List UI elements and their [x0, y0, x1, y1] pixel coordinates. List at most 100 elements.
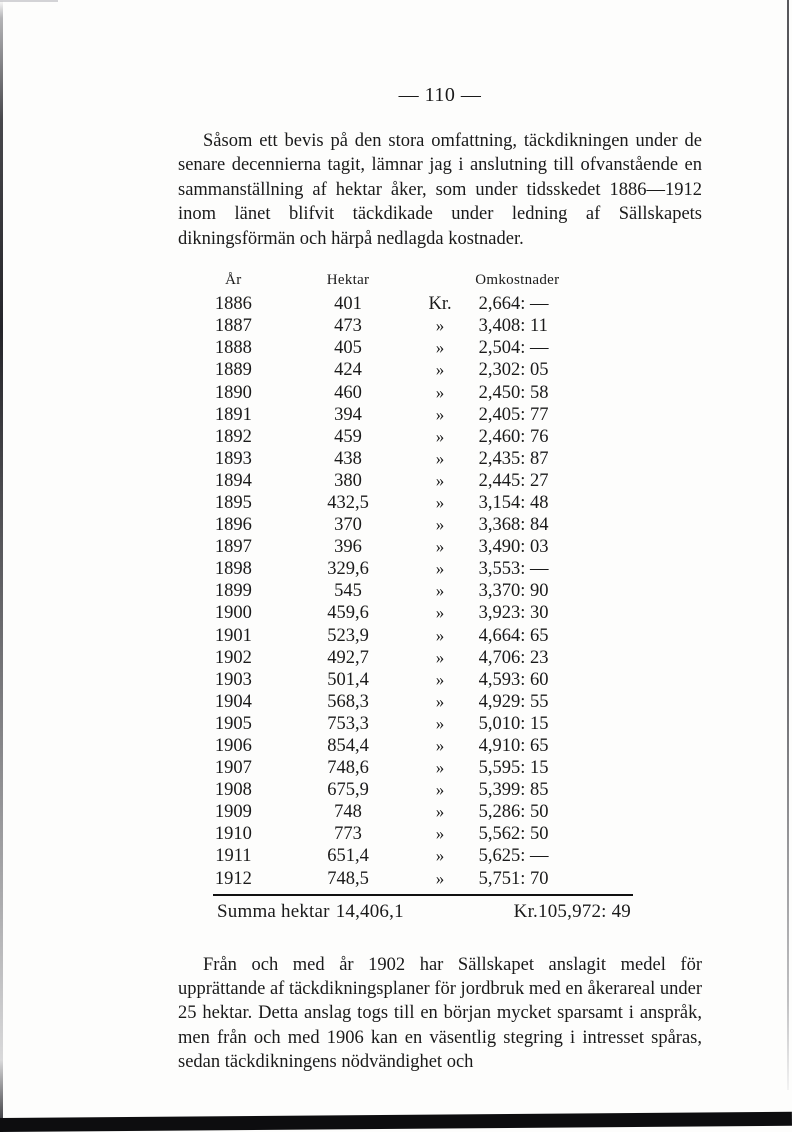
cell-currency-mark: »: [435, 448, 445, 468]
cell-hectare: 651,4: [327, 846, 369, 867]
table-row: 1891 394 » 2,405: 77: [178, 404, 702, 426]
cell-year: 1894: [214, 470, 252, 491]
cell-year: 1886: [214, 294, 252, 315]
table-body: 1886 401 Kr. 2,664: — 1887 473 » 3,408: 11 1888 4…: [178, 294, 702, 890]
cell-amount: 2,460: 76: [478, 426, 549, 447]
cell-amount: 4,929: 55: [478, 691, 549, 712]
table-row: 1909 748 » 5,286: 50: [178, 801, 702, 823]
cell-year: 1902: [214, 647, 252, 668]
table-row: 1899 545 » 3,370: 90: [178, 580, 702, 602]
cell-year: 1901: [214, 625, 252, 646]
cell-spacer: [627, 382, 702, 404]
cell-currency-mark: »: [435, 758, 445, 778]
cell-currency-mark: »: [435, 647, 445, 667]
cell-currency-mark: »: [435, 868, 445, 888]
table-row: 1903 501,4 » 4,593: 60: [178, 669, 702, 691]
cell-spacer: [627, 492, 702, 514]
cell-amount: 3,923: 30: [478, 603, 549, 624]
cell-hectare: 753,3: [327, 713, 369, 734]
cell-currency-mark: »: [435, 625, 445, 645]
cell-spacer: [627, 315, 702, 337]
cell-hectare: 748,5: [327, 868, 369, 889]
table-row: 1906 854,4 » 4,910: 65: [178, 735, 702, 757]
cell-hectare: 432,5: [327, 492, 369, 513]
scan-edge-top: [0, 0, 58, 2]
cell-currency-mark: »: [435, 736, 445, 755]
intro-paragraph: Såsom ett bevis på den stora omfattning,…: [178, 129, 702, 251]
cell-currency-mark: »: [435, 492, 445, 512]
column-header-spacer: [627, 270, 702, 294]
cell-hectare: 854,4: [327, 736, 369, 756]
intro-paragraph-text: Såsom ett bevis på den stora omfattning,…: [178, 131, 702, 249]
cell-currency-mark: »: [435, 691, 445, 711]
cell-spacer: [627, 691, 702, 713]
cell-amount: 2,435: 87: [478, 448, 549, 469]
table-row: 1900 459,6 » 3,923: 30: [178, 602, 702, 624]
cell-spacer: [627, 359, 702, 381]
cell-amount: 4,664: 65: [478, 625, 549, 646]
table-row: 1892 459 » 2,460: 76: [178, 426, 702, 448]
cell-spacer: [627, 337, 702, 359]
cell-amount: 3,368: 84: [478, 515, 549, 536]
cell-amount: 3,370: 90: [478, 581, 549, 602]
cell-amount: 5,625: —: [478, 846, 549, 867]
summary-row: Summa hektar 14,406,1 Kr.105,972: 49: [213, 896, 633, 923]
cell-currency-mark: »: [435, 846, 445, 866]
table-row: 1886 401 Kr. 2,664: —: [178, 294, 702, 315]
table-row: 1895 432,5 » 3,154: 48: [178, 492, 702, 514]
cell-year: 1911: [215, 846, 252, 867]
summary-rule: [213, 893, 633, 896]
table-row: 1912 748,5 » 5,751: 70: [178, 868, 702, 890]
cell-currency-mark: »: [435, 559, 445, 579]
cell-hectare: 396: [334, 537, 362, 558]
table-row: 1902 492,7 » 4,706: 23: [178, 647, 702, 669]
table-row: 1904 568,3 » 4,929: 55: [178, 691, 702, 713]
cell-spacer: [627, 735, 702, 757]
cell-hectare: 523,9: [327, 625, 369, 646]
drainage-table-wrapper: År Hektar Omkostnader 1886 401 Kr. 2,664: —…: [178, 270, 702, 923]
cell-spacer: [627, 647, 702, 669]
cell-spacer: [627, 845, 702, 867]
table-row: 1911 651,4 » 5,625: —: [178, 845, 702, 867]
cell-hectare: 492,7: [327, 647, 369, 668]
column-header-year: År: [225, 272, 242, 289]
cell-currency-mark: Kr.: [428, 294, 452, 315]
cell-spacer: [627, 868, 702, 890]
scan-edge-left: [0, 0, 3, 1132]
cell-hectare: 545: [334, 581, 362, 602]
cell-hectare: 405: [334, 338, 362, 359]
cell-year: 1908: [214, 780, 252, 801]
cell-year: 1910: [214, 824, 252, 845]
cell-hectare: 401: [334, 294, 362, 315]
summary-left: Summa hektar 14,406,1: [213, 901, 404, 923]
cell-spacer: [627, 558, 702, 580]
summary-cost-total: 105,972: 49: [538, 900, 631, 922]
cell-spacer: [627, 602, 702, 624]
cell-amount: 5,286: 50: [478, 802, 549, 823]
cell-currency-mark: »: [435, 382, 445, 402]
tail-paragraph-text: Från och med år 1902 har Sällskapet ansl…: [178, 954, 702, 1073]
cell-currency-mark: »: [435, 780, 445, 800]
cell-currency-mark: »: [435, 426, 445, 446]
table-row: 1893 438 » 2,435: 87: [178, 448, 702, 470]
cell-year: 1893: [214, 448, 252, 469]
cell-currency-mark: »: [435, 603, 445, 623]
cell-spacer: [627, 536, 702, 558]
cell-amount: 2,445: 27: [478, 470, 549, 491]
table-row: 1905 753,3 » 5,010: 15: [178, 713, 702, 735]
cell-amount: 3,553: —: [478, 559, 549, 580]
table-row: 1889 424 » 2,302: 05: [178, 359, 702, 381]
cell-year: 1906: [214, 736, 252, 756]
cell-year: 1907: [214, 758, 252, 779]
summary-currency: Kr.: [513, 900, 539, 922]
cell-hectare: 501,4: [327, 669, 369, 690]
cell-amount: 3,154: 48: [478, 492, 549, 513]
cell-year: 1912: [214, 868, 252, 889]
cell-year: 1899: [214, 581, 252, 602]
table-row: 1897 396 » 3,490: 03: [178, 536, 702, 558]
table-row: 1896 370 » 3,368: 84: [178, 514, 702, 536]
cell-amount: 4,706: 23: [478, 647, 549, 668]
table-row: 1888 405 » 2,504: —: [178, 337, 702, 359]
cell-spacer: [627, 448, 702, 470]
cell-hectare: 675,9: [327, 780, 369, 801]
